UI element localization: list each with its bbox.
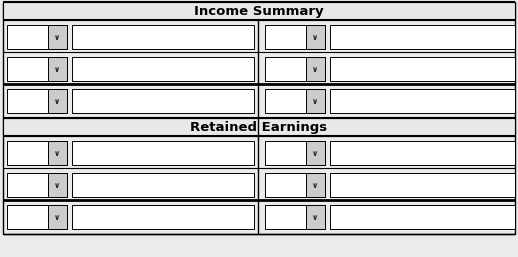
Text: ∨: ∨ [312,96,319,106]
Bar [265,25,325,49]
Bar [265,205,325,229]
Bar [265,57,325,81]
Bar [306,205,325,229]
Bar [7,205,67,229]
Text: ∨: ∨ [312,32,319,41]
Bar [7,57,67,81]
Bar [7,173,67,197]
Bar [306,141,325,165]
Bar [72,173,254,197]
Bar [265,141,325,165]
Bar [3,118,515,136]
Bar [330,173,515,197]
Bar [265,173,325,197]
Bar [48,89,67,113]
Bar [265,89,325,113]
Bar [306,89,325,113]
Bar [72,141,254,165]
Bar [48,173,67,197]
Bar [72,205,254,229]
Bar [48,25,67,49]
Bar [72,57,254,81]
Text: Income Summary: Income Summary [194,5,324,17]
Bar [3,2,515,20]
Bar [330,57,515,81]
Bar [48,205,67,229]
Bar [48,57,67,81]
Text: ∨: ∨ [54,180,61,189]
Bar [306,57,325,81]
Bar [330,89,515,113]
Bar [330,141,515,165]
Text: ∨: ∨ [312,65,319,74]
Bar [72,25,254,49]
Text: ∨: ∨ [312,213,319,222]
Bar [72,89,254,113]
Bar [7,141,67,165]
Text: ∨: ∨ [54,65,61,74]
Text: ∨: ∨ [312,149,319,158]
Bar [330,25,515,49]
Text: Retained Earnings: Retained Earnings [191,121,327,133]
Bar [48,141,67,165]
Bar [330,205,515,229]
Text: ∨: ∨ [54,96,61,106]
Text: ∨: ∨ [54,213,61,222]
Text: ∨: ∨ [54,149,61,158]
Bar [306,173,325,197]
Text: ∨: ∨ [54,32,61,41]
Text: ∨: ∨ [312,180,319,189]
Bar [306,25,325,49]
Bar [7,89,67,113]
Bar [7,25,67,49]
